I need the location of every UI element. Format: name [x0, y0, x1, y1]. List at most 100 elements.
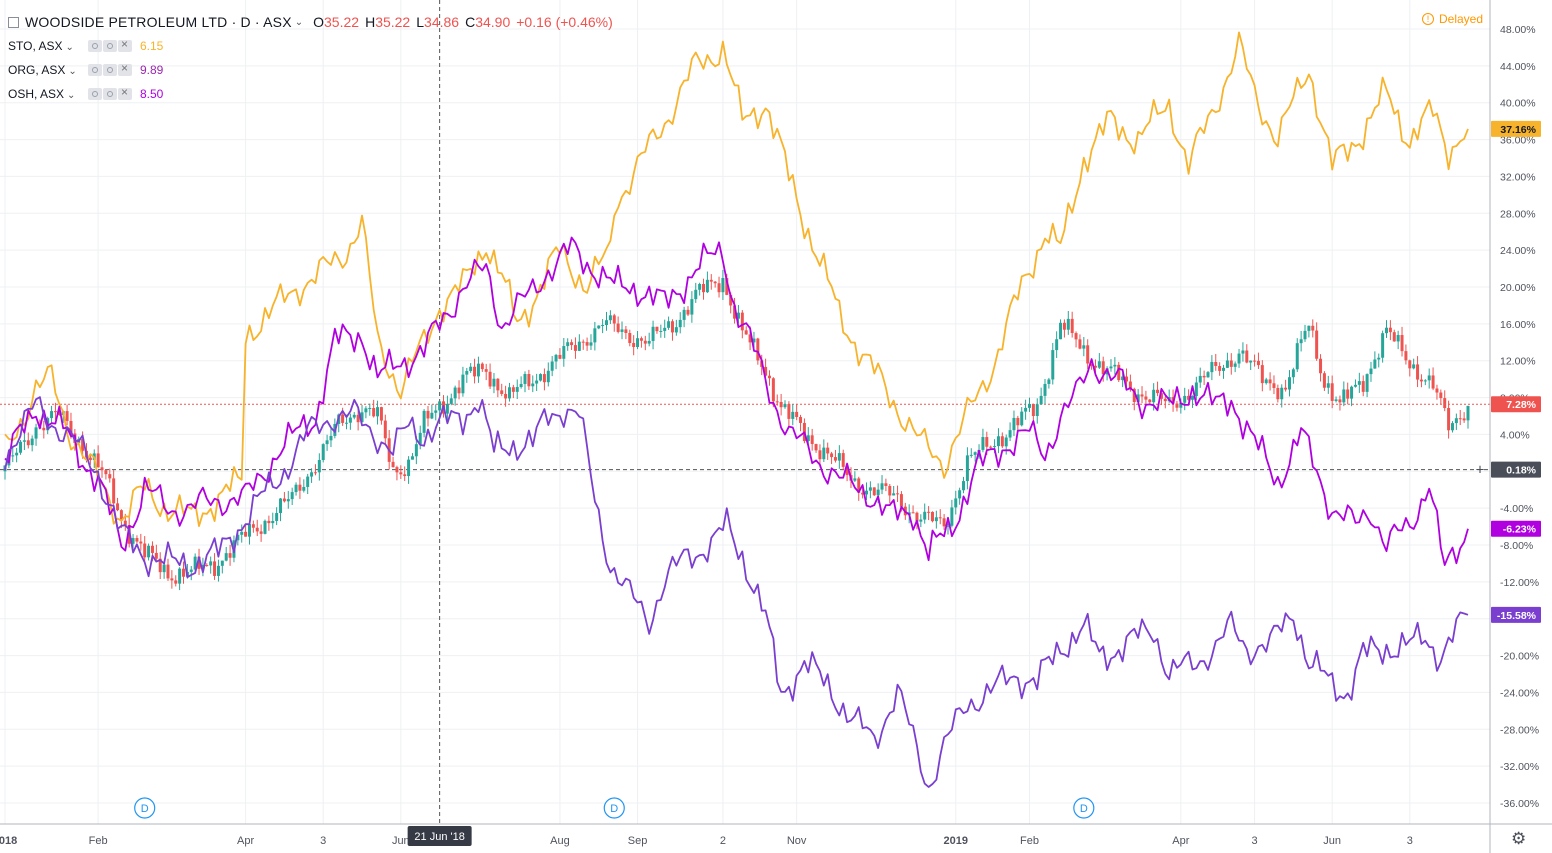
candle-body: [1350, 386, 1354, 399]
candle-body: [930, 511, 934, 522]
candle-body: [131, 538, 135, 544]
candle-body: [321, 444, 325, 461]
candle-body: [1090, 363, 1094, 366]
candle-body: [1315, 330, 1319, 359]
candle-body: [1024, 407, 1028, 412]
delayed-badge[interactable]: ! Delayed: [1422, 12, 1483, 26]
candle-body: [1043, 383, 1047, 396]
candle-body: [752, 338, 756, 343]
candle-body: [663, 327, 667, 331]
time-axis[interactable]: 2018 Feb Apr 3 Jun Aug Sep 2 Nov 2019 Feb Apr 3 Jun 3 2…: [0, 462, 1485, 847]
candle-body: [403, 474, 407, 477]
price-axis[interactable]: 48.00% 44.00% 40.00% 36.00% 32.00% 28.00% 24.0…: [1500, 24, 1539, 810]
compare-symbol[interactable]: ORG, ASX ⌄: [8, 63, 77, 77]
candle-body: [461, 374, 465, 394]
candle-body: [1070, 318, 1074, 334]
candle-body: [189, 569, 193, 572]
compare-row-org[interactable]: ORG, ASX⌄ 9.89: [8, 58, 613, 82]
candle-body: [748, 334, 752, 343]
candle-body: [1291, 369, 1295, 378]
candle-body: [11, 455, 15, 457]
candle-body: [1059, 322, 1063, 340]
candle-body: [702, 283, 706, 293]
series-line: [4, 236, 1469, 566]
candle-body: [143, 543, 147, 558]
candle-body: [1365, 374, 1369, 392]
candle-body: [112, 478, 116, 504]
candle-body: [50, 411, 54, 419]
close-icon[interactable]: [118, 37, 132, 52]
candle-body: [34, 427, 38, 439]
main-series-row[interactable]: WOODSIDE PETROLEUM LTD · D · ASX ⌄ O35.2…: [8, 10, 613, 34]
candle-body: [954, 498, 958, 508]
candle-body: [88, 457, 92, 461]
candle-body: [426, 410, 430, 419]
candle-body: [965, 455, 969, 482]
candle-body: [833, 457, 837, 461]
candle-body: [938, 517, 942, 519]
candle-body: [585, 342, 589, 346]
candle-body: [872, 487, 876, 496]
close-icon[interactable]: [118, 61, 132, 76]
candle-body: [170, 578, 174, 581]
y-tick-label: 44.00%: [1500, 61, 1536, 73]
candle-body: [736, 312, 740, 319]
y-tick-label: -8.00%: [1500, 540, 1533, 552]
series-tools[interactable]: [88, 61, 132, 76]
gear-icon[interactable]: [103, 40, 117, 52]
candle-body: [1144, 396, 1148, 400]
candle-body: [729, 294, 733, 306]
series-tools[interactable]: [88, 37, 132, 52]
candle-body: [271, 520, 275, 524]
candle-body: [341, 414, 345, 423]
candle-body: [942, 518, 946, 527]
collapse-icon[interactable]: [8, 16, 19, 28]
chevron-down-icon[interactable]: ⌄: [294, 16, 304, 28]
candle-body: [841, 453, 845, 467]
candle-body: [1361, 381, 1365, 392]
dividend-marker[interactable]: [1073, 797, 1095, 819]
candle-body: [255, 527, 259, 532]
eye-icon[interactable]: [88, 88, 102, 100]
candle-body: [1342, 389, 1346, 403]
candle-body: [795, 411, 799, 418]
price-change: +0.16 (+0.46%): [516, 14, 613, 30]
dividend-marker[interactable]: [603, 797, 625, 819]
candle-body: [674, 327, 678, 333]
candle-body: [779, 401, 783, 408]
candle-body: [457, 387, 461, 394]
candle-body: [228, 553, 232, 558]
candle-body: [263, 520, 267, 534]
compare-row-osh[interactable]: OSH, ASX⌄ 8.50: [8, 82, 613, 106]
dividend-marker[interactable]: [134, 797, 156, 819]
main-symbol-title[interactable]: WOODSIDE PETROLEUM LTD · D · ASX: [25, 14, 292, 30]
candle-body: [519, 383, 523, 388]
gear-icon[interactable]: [103, 64, 117, 76]
candle-body: [154, 552, 158, 559]
candle-body: [527, 374, 531, 387]
eye-icon[interactable]: [88, 40, 102, 52]
eye-icon[interactable]: [88, 64, 102, 76]
candle-body: [290, 492, 294, 500]
close-icon[interactable]: [118, 85, 132, 100]
candle-body: [857, 478, 861, 493]
candle-body: [1237, 353, 1241, 364]
compare-row-sto[interactable]: STO, ASX⌄ 6.15: [8, 34, 613, 58]
candle-body: [162, 564, 166, 573]
chart-settings-gear-icon[interactable]: ⚙: [1511, 829, 1527, 848]
gear-icon[interactable]: [103, 88, 117, 100]
compare-symbol[interactable]: OSH, ASX ⌄: [8, 87, 76, 101]
candle-body: [1260, 365, 1264, 384]
candle-body: [150, 545, 154, 553]
candle-body: [414, 444, 418, 457]
candle-body: [247, 524, 251, 537]
compare-symbol[interactable]: STO, ASX ⌄: [8, 39, 74, 53]
series-tools[interactable]: [88, 85, 132, 100]
candle-body: [310, 472, 314, 477]
candle-body: [589, 342, 593, 346]
candle-body: [279, 498, 283, 514]
candle-body: [259, 531, 263, 534]
candle-body: [1241, 350, 1245, 354]
